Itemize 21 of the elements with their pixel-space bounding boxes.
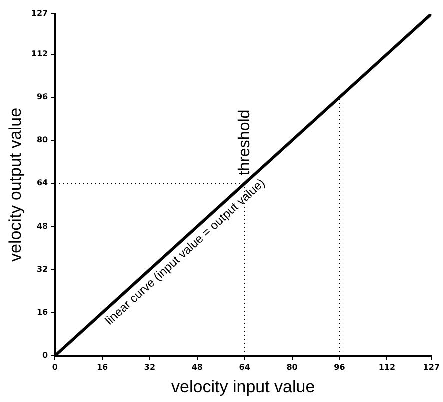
y-axis-title: velocity output value — [6, 108, 25, 262]
x-tick-label: 32 — [144, 362, 156, 372]
x-tick-label: 64 — [239, 362, 251, 372]
y-tick-label: 112 — [31, 49, 48, 58]
y-tick-label: 127 — [31, 9, 48, 18]
x-tick-label: 48 — [192, 362, 204, 372]
y-tick-label: 32 — [36, 264, 48, 274]
x-tick-label: 127 — [423, 362, 440, 372]
y-tick-label: 0 — [42, 351, 49, 360]
x-tick-label: 0 — [52, 362, 58, 372]
x-tick-label: 96 — [334, 362, 346, 372]
x-tick-label: 80 — [286, 362, 298, 372]
y-tick-label: 80 — [36, 136, 49, 145]
y-tick-label: 96 — [36, 92, 49, 102]
y-tick-label: 16 — [36, 308, 49, 317]
x-tick-label: 16 — [96, 362, 109, 372]
ref-line-label: threshold — [236, 110, 254, 176]
y-tick-label: 64 — [36, 178, 49, 188]
x-tick-label: 112 — [378, 362, 396, 372]
y-tick-label: 48 — [36, 222, 49, 231]
x-axis-title: velocity input value — [172, 377, 316, 396]
